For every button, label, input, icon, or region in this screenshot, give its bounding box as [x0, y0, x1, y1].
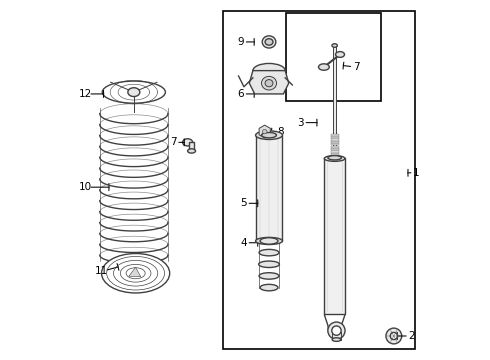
Circle shape	[386, 328, 402, 344]
Polygon shape	[249, 71, 289, 94]
Circle shape	[332, 326, 341, 335]
Text: 4: 4	[240, 238, 247, 248]
Ellipse shape	[262, 132, 276, 138]
Bar	[331, 134, 339, 136]
Bar	[331, 153, 339, 155]
Ellipse shape	[260, 284, 278, 291]
Text: 5: 5	[240, 198, 247, 208]
Ellipse shape	[259, 273, 279, 279]
Text: 2: 2	[409, 331, 415, 341]
Ellipse shape	[128, 88, 140, 96]
Ellipse shape	[262, 36, 276, 48]
Ellipse shape	[262, 76, 276, 90]
Ellipse shape	[265, 80, 273, 87]
Polygon shape	[129, 267, 141, 277]
Polygon shape	[259, 125, 270, 138]
Bar	[331, 136, 339, 138]
Text: 12: 12	[79, 89, 92, 99]
Ellipse shape	[263, 129, 267, 134]
Bar	[331, 141, 339, 143]
Text: 7: 7	[353, 62, 360, 72]
Ellipse shape	[336, 51, 344, 57]
Text: 8: 8	[277, 127, 284, 136]
Bar	[223, 12, 416, 348]
Bar	[331, 145, 339, 148]
Ellipse shape	[265, 39, 273, 45]
Bar	[333, 45, 337, 158]
Circle shape	[328, 322, 345, 339]
Ellipse shape	[259, 249, 279, 256]
Bar	[190, 142, 194, 150]
Ellipse shape	[332, 44, 337, 47]
Bar	[256, 135, 282, 241]
Ellipse shape	[324, 156, 345, 161]
Ellipse shape	[102, 81, 166, 103]
Bar	[331, 143, 339, 145]
Ellipse shape	[328, 156, 342, 160]
Bar	[286, 13, 381, 101]
Bar	[331, 138, 339, 140]
Bar	[324, 158, 345, 315]
Bar	[331, 150, 339, 153]
Ellipse shape	[183, 139, 193, 146]
Text: 11: 11	[95, 266, 108, 276]
Text: 10: 10	[79, 182, 92, 192]
Ellipse shape	[101, 253, 170, 293]
Bar	[331, 148, 339, 150]
Text: 7: 7	[170, 138, 176, 147]
Ellipse shape	[332, 338, 341, 341]
Text: 9: 9	[237, 37, 244, 47]
Ellipse shape	[188, 149, 196, 153]
Text: 1: 1	[413, 168, 420, 178]
Ellipse shape	[318, 64, 329, 70]
Ellipse shape	[253, 63, 285, 78]
Circle shape	[390, 332, 397, 339]
Text: 3: 3	[297, 118, 304, 128]
Ellipse shape	[256, 237, 282, 244]
Text: 6: 6	[237, 89, 244, 99]
Ellipse shape	[260, 238, 278, 244]
Ellipse shape	[256, 131, 282, 139]
Ellipse shape	[259, 261, 279, 267]
